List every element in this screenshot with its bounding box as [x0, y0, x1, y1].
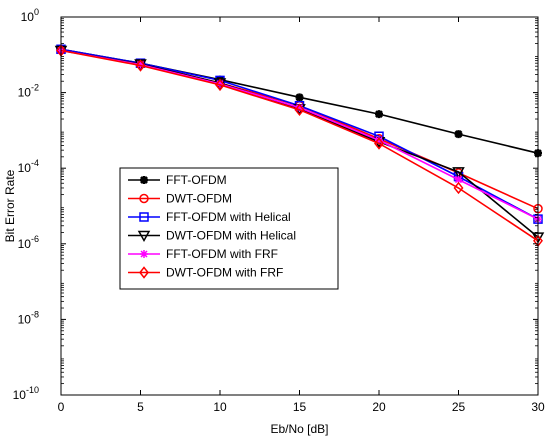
data-point — [375, 136, 383, 145]
legend-item: FFT-OFDM with Helical — [128, 210, 291, 224]
legend-item: DWT-OFDM — [128, 192, 232, 206]
data-point — [453, 181, 464, 195]
data-point — [454, 130, 463, 139]
series-5 — [57, 46, 542, 224]
y-axis-label: Bit Error Rate — [3, 169, 17, 242]
legend-item: DWT-OFDM with FRF — [128, 266, 283, 280]
legend-label: DWT-OFDM — [166, 192, 232, 206]
legend: FFT-OFDM DWT-OFDM FFT-OFDM with Helical DWT… — [119, 167, 339, 290]
x-tick-label: 30 — [531, 400, 545, 414]
data-point — [295, 93, 304, 102]
legend-marker — [140, 250, 148, 258]
x-tick-label: 10 — [213, 400, 227, 414]
legend-box — [119, 167, 339, 290]
legend-item: FFT-OFDM with FRF — [128, 247, 278, 261]
legend-marker — [139, 212, 149, 222]
y-tick-label: 10-8 — [18, 309, 39, 326]
legend-marker — [139, 266, 149, 279]
data-point — [454, 175, 463, 184]
series-line — [60, 49, 539, 242]
y-tick-label: 10-2 — [18, 83, 39, 100]
x-tick-label: 25 — [452, 400, 466, 414]
plot-frame — [60, 16, 539, 396]
legend-label: FFT-OFDM — [166, 173, 227, 187]
legend-item: FFT-OFDM — [128, 173, 227, 187]
data-point — [375, 110, 383, 119]
x-tick-label: 15 — [293, 400, 307, 414]
data-point — [215, 78, 225, 92]
legend-marker — [140, 176, 148, 184]
y-tick-label: 100 — [21, 7, 39, 24]
data-point — [135, 59, 146, 72]
legend-item: DWT-OFDM with Helical — [128, 229, 296, 243]
y-tick-label: 10-10 — [13, 385, 39, 402]
legend-label: FFT-OFDM with Helical — [166, 210, 291, 224]
data-point — [452, 167, 465, 179]
data-point — [294, 103, 305, 117]
legend-label: FFT-OFDM with FRF — [166, 247, 278, 261]
y-tick-label: 10-4 — [18, 158, 39, 175]
y-tick-label: 10-6 — [18, 234, 39, 251]
data-point — [295, 103, 304, 112]
x-tick-label: 0 — [58, 400, 65, 414]
legend-marker — [139, 193, 149, 204]
legend-marker — [137, 230, 151, 243]
legend-label: DWT-OFDM with FRF — [166, 266, 283, 280]
data-point — [136, 60, 145, 69]
x-tick-label: 20 — [372, 400, 386, 414]
data-point — [374, 137, 384, 150]
x-axis-label: Eb/No [dB] — [270, 422, 328, 436]
legend-label: DWT-OFDM with Helical — [166, 229, 296, 243]
x-tick-label: 5 — [137, 400, 144, 414]
data-point — [216, 79, 224, 88]
